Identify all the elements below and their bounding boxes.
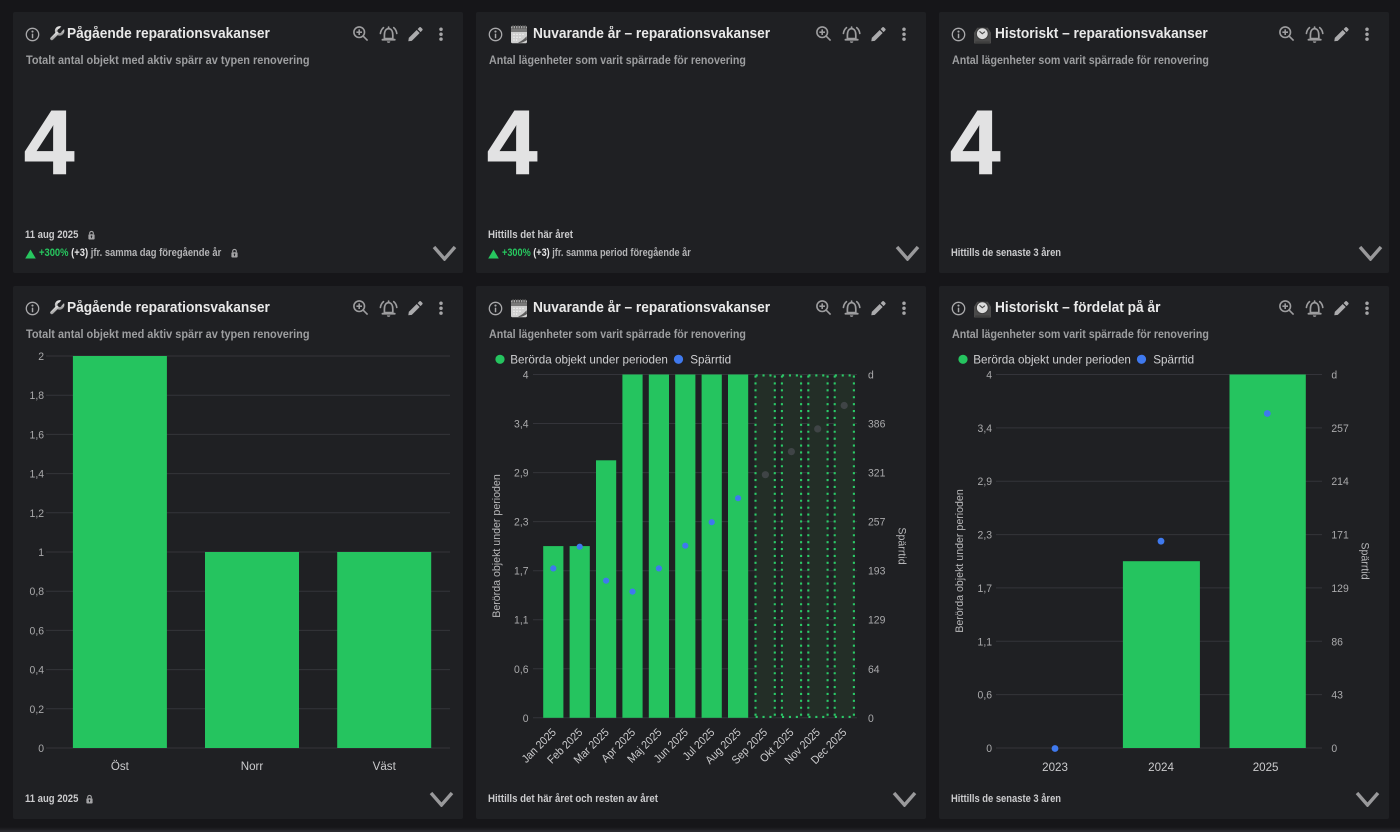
svg-text:Berörda objekt under perioden: Berörda objekt under perioden	[510, 353, 668, 366]
svg-text:Öst: Öst	[111, 758, 130, 772]
svg-text:3,4: 3,4	[978, 422, 992, 434]
svg-text:1: 1	[38, 546, 44, 558]
svg-text:129: 129	[868, 614, 885, 626]
svg-text:Berörda objekt under perioden: Berörda objekt under perioden	[973, 353, 1131, 366]
svg-text:2024: 2024	[1148, 759, 1174, 773]
svg-text:0,8: 0,8	[30, 585, 44, 597]
svg-text:Berörda objekt under perioden: Berörda objekt under perioden	[491, 474, 503, 618]
svg-text:2,9: 2,9	[978, 475, 992, 487]
svg-text:4: 4	[986, 369, 992, 381]
svg-text:0,4: 0,4	[30, 664, 44, 676]
svg-text:Spärrtid: Spärrtid	[1153, 353, 1194, 366]
svg-text:1,1: 1,1	[978, 635, 992, 647]
svg-text:1,7: 1,7	[514, 565, 528, 577]
svg-text:d: d	[868, 369, 874, 381]
svg-text:Spärrtid: Spärrtid	[1358, 542, 1370, 579]
svg-text:3,4: 3,4	[514, 418, 528, 430]
svg-text:0,2: 0,2	[30, 703, 44, 715]
svg-text:193: 193	[868, 565, 885, 577]
svg-text:2,9: 2,9	[514, 467, 528, 479]
svg-text:64: 64	[868, 663, 880, 675]
svg-text:1,7: 1,7	[978, 582, 992, 594]
svg-text:257: 257	[1331, 422, 1348, 434]
svg-text:Väst: Väst	[373, 758, 397, 772]
svg-text:0: 0	[38, 742, 44, 754]
svg-text:1,2: 1,2	[30, 507, 44, 519]
svg-text:321: 321	[868, 467, 885, 479]
svg-text:171: 171	[1331, 529, 1348, 541]
svg-text:Spärrtid: Spärrtid	[690, 353, 731, 366]
svg-text:2,3: 2,3	[514, 516, 528, 528]
svg-text:0: 0	[1331, 742, 1337, 754]
svg-text:Berörda objekt under perioden: Berörda objekt under perioden	[954, 489, 966, 633]
svg-text:0,6: 0,6	[978, 689, 992, 701]
svg-text:43: 43	[1331, 689, 1343, 701]
svg-text:2025: 2025	[1253, 759, 1279, 773]
svg-text:0,6: 0,6	[30, 625, 44, 637]
svg-text:257: 257	[868, 516, 885, 528]
svg-text:Norr: Norr	[241, 758, 264, 772]
svg-text:0,6: 0,6	[514, 663, 528, 675]
svg-text:86: 86	[1331, 635, 1343, 647]
svg-text:386: 386	[868, 418, 885, 430]
svg-text:0: 0	[523, 712, 529, 724]
svg-text:4: 4	[523, 369, 529, 381]
svg-text:Spärrtid: Spärrtid	[895, 527, 907, 564]
svg-text:1,1: 1,1	[514, 614, 528, 626]
svg-text:1,6: 1,6	[30, 429, 44, 441]
svg-text:2: 2	[38, 350, 44, 362]
svg-text:1,4: 1,4	[30, 468, 44, 480]
svg-text:1,8: 1,8	[30, 389, 44, 401]
svg-text:d: d	[1331, 369, 1337, 381]
svg-text:0: 0	[986, 742, 992, 754]
svg-text:214: 214	[1331, 475, 1348, 487]
svg-text:0: 0	[868, 712, 874, 724]
svg-text:2023: 2023	[1042, 759, 1068, 773]
svg-text:2,3: 2,3	[978, 529, 992, 541]
svg-text:129: 129	[1331, 582, 1348, 594]
